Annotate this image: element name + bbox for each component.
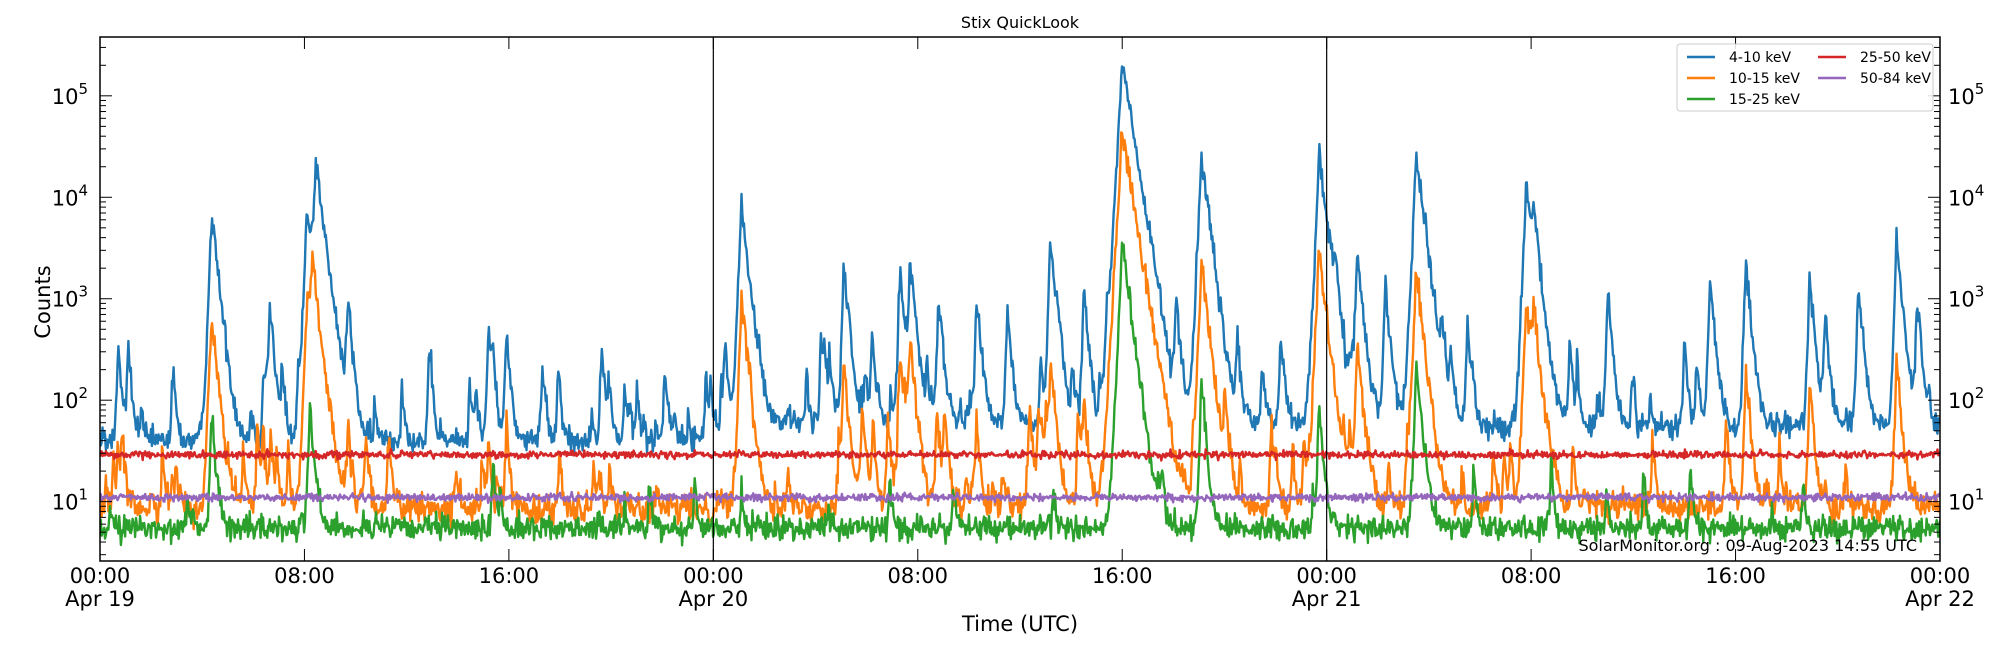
x-tick-label: 00:00 <box>1910 564 1971 588</box>
y-tick-label-right: 101 <box>1948 486 1984 515</box>
x-tick-label: 08:00 <box>1501 564 1562 588</box>
x-tick-label: 16:00 <box>479 564 540 588</box>
legend-label: 50-84 keV <box>1860 71 1931 87</box>
y-axis-label: Counts <box>31 265 55 338</box>
legend-label: 4-10 keV <box>1729 50 1791 66</box>
legend-label: 10-15 keV <box>1729 71 1800 87</box>
legend-label: 15-25 keV <box>1729 92 1800 108</box>
x-tick-label: 08:00 <box>274 564 335 588</box>
series-line-50-84-kev <box>100 490 1940 504</box>
x-tick-label: 00:00 <box>1296 564 1357 588</box>
series-line-25-50-kev <box>100 448 1940 462</box>
x-tick-label: 16:00 <box>1092 564 1153 588</box>
x-tick-label: 00:00 <box>70 564 131 588</box>
x-axis-label: Time (UTC) <box>961 612 1078 636</box>
legend-label: 25-50 keV <box>1860 50 1931 66</box>
series-line-15-25-kev <box>100 241 1940 547</box>
legend: 4-10 keV 10-15 keV 15-25 keV 25-50 keV 50-84… <box>1676 43 1934 112</box>
legend-box <box>1676 43 1934 112</box>
y-tick-label: 104 <box>52 181 88 210</box>
x-tick-date-label: Apr 22 <box>1905 587 1975 611</box>
x-tick-date-label: Apr 19 <box>65 587 135 611</box>
watermark-annotation: SolarMonitor.org : 09-Aug-2023 14:55 UTC <box>1578 536 1917 555</box>
x-tick-date-label: Apr 21 <box>1292 587 1362 611</box>
y-tick-label: 101 <box>52 486 88 515</box>
plot-lines <box>100 65 1940 547</box>
plot-frame <box>99 36 1941 562</box>
y-tick-label-right: 104 <box>1948 181 1984 210</box>
chart-title: Stix QuickLook <box>961 13 1080 32</box>
x-tick-label: 16:00 <box>1705 564 1766 588</box>
y-tick-label-right: 105 <box>1948 80 1984 109</box>
day-boundaries <box>712 37 1328 561</box>
y-tick-label-right: 102 <box>1948 384 1984 413</box>
series-line-4-10-kev <box>100 65 1940 454</box>
y-tick-label: 102 <box>52 384 88 413</box>
x-tick-label: 00:00 <box>683 564 744 588</box>
y-tick-label-right: 103 <box>1948 283 1984 312</box>
y-tick-label: 103 <box>52 283 88 312</box>
series-line-10-15-kev <box>100 131 1940 531</box>
x-tick-label: 08:00 <box>888 564 949 588</box>
x-tick-date-label: Apr 20 <box>678 587 748 611</box>
y-axis: 101 101 102 102 103 103 104 104 105 105 <box>52 46 1984 556</box>
y-tick-label: 105 <box>52 80 88 109</box>
